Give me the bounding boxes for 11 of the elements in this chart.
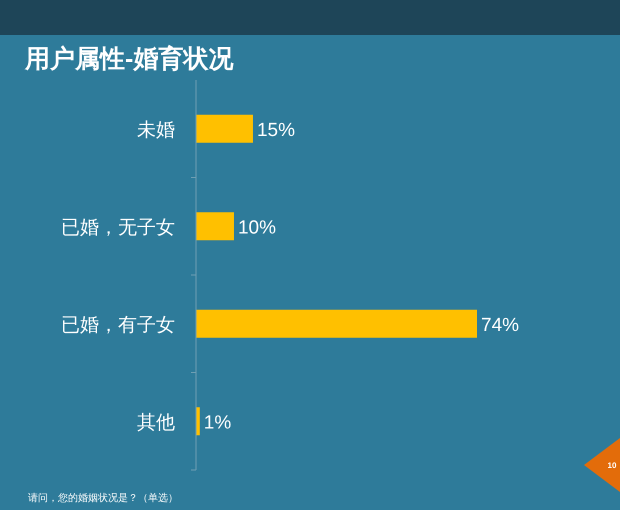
category-label: 未婚 — [137, 120, 175, 141]
category-label: 其他 — [137, 412, 175, 434]
annotation: 10 — [608, 461, 616, 470]
value-label: 1% — [204, 412, 232, 434]
title: 用户属性-婚育状况 — [25, 45, 234, 73]
category-label: 已婚，无子女 — [61, 217, 175, 238]
value-label: 15% — [256, 120, 295, 141]
value-label: 10% — [238, 217, 276, 238]
value-label: 74% — [481, 314, 520, 336]
annotation: 请问，您的婚姻状况是？（单选） — [28, 493, 178, 504]
category-label: 已婚，有子女 — [61, 314, 175, 336]
